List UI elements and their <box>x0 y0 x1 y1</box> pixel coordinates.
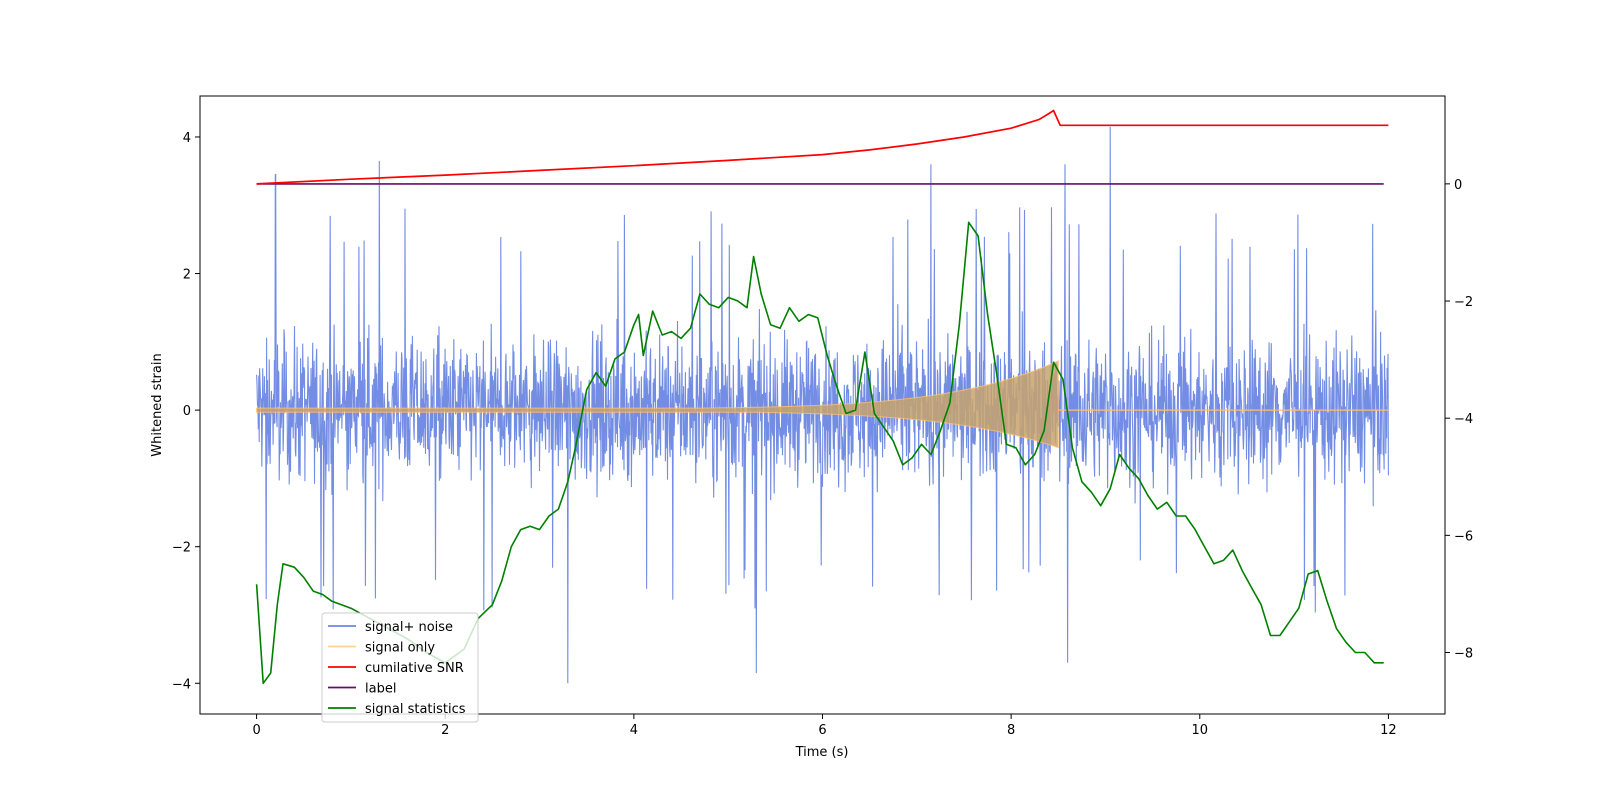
x-tick-label: 0 <box>252 723 260 738</box>
y2-tick-label: −4 <box>1454 412 1473 427</box>
y-tick-label: 4 <box>183 131 191 146</box>
x-tick-label: 6 <box>818 723 826 738</box>
series-signal-only-chirp <box>256 360 1059 449</box>
x-tick-label: 10 <box>1191 723 1208 738</box>
y2-tick-label: −6 <box>1454 529 1473 544</box>
y-tick-label: 2 <box>183 268 191 283</box>
plot-area <box>255 109 1389 685</box>
y2-tick-label: −2 <box>1454 295 1473 310</box>
y-tick-label: −2 <box>172 541 191 556</box>
legend-entry: label <box>365 682 396 697</box>
y-axis-left: −4 −2 0 2 4 <box>172 131 200 692</box>
y-axis-label: Whitened strain <box>150 353 165 456</box>
legend-entry: signal statistics <box>365 702 466 717</box>
series-signal-plus-noise <box>256 126 1389 684</box>
y-axis-right: −8 −6 −4 −2 0 <box>1445 178 1473 661</box>
y2-tick-label: −8 <box>1454 646 1473 661</box>
x-tick-label: 4 <box>630 723 638 738</box>
y-tick-label: −4 <box>172 677 191 692</box>
x-tick-label: 2 <box>441 723 449 738</box>
legend-box <box>321 612 479 723</box>
legend: signal+ noise signal only cumilative SNR la… <box>321 612 479 723</box>
x-tick-label: 12 <box>1380 723 1397 738</box>
x-axis-label: Time (s) <box>795 745 849 760</box>
legend-entry: cumilative SNR <box>365 661 464 676</box>
series-cumulative-snr <box>256 109 1389 185</box>
series-signal-statistics <box>255 221 1384 685</box>
legend-entry: signal+ noise <box>365 620 453 635</box>
y2-tick-label: 0 <box>1454 178 1462 193</box>
legend-entry: signal only <box>365 641 435 656</box>
y-tick-label: 0 <box>183 404 191 419</box>
x-tick-label: 8 <box>1007 723 1015 738</box>
